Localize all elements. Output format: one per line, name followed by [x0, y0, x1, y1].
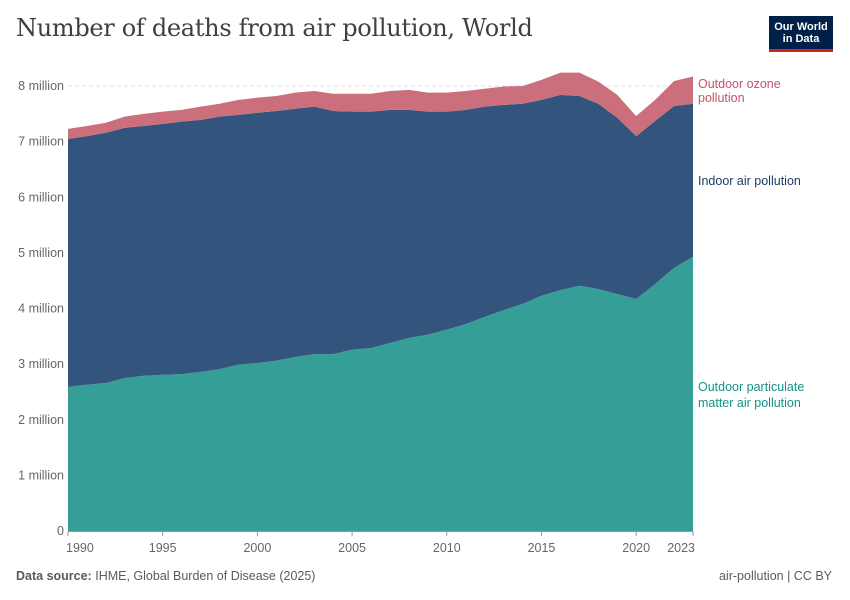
x-tick-label: 2000	[243, 541, 271, 555]
x-tick-label: 1990	[66, 541, 94, 555]
license-text[interactable]: air-pollution | CC BY	[718, 569, 832, 583]
y-tick-label: 7 million	[18, 135, 64, 149]
x-tick-label: 2005	[338, 541, 366, 555]
series-label: pollution	[698, 91, 745, 105]
area-indoor-air-pollution	[68, 94, 693, 387]
series-label: matter air pollution	[698, 396, 801, 410]
y-tick-label: 1 million	[18, 468, 64, 482]
y-tick-label: 0	[57, 524, 64, 538]
area-outdoor-ozone-pollution	[68, 72, 693, 139]
x-tick-label: 2020	[622, 541, 650, 555]
y-tick-label: 2 million	[18, 413, 64, 427]
series-label: Outdoor ozone	[698, 77, 781, 91]
chart-title: Number of deaths from air pollution, Wor…	[16, 14, 533, 42]
logo-line-1: Our World	[774, 21, 828, 33]
y-tick-label: 3 million	[18, 357, 64, 371]
area-outdoor-particulate-matter-air-pollution	[68, 256, 693, 531]
y-tick-label: 8 million	[18, 79, 64, 93]
x-tick-label: 2010	[433, 541, 461, 555]
data-source: Data source: IHME, Global Burden of Dise…	[16, 569, 315, 583]
y-tick-label: 4 million	[18, 302, 64, 316]
x-tick-label: 1995	[149, 541, 177, 555]
source-text[interactable]: IHME, Global Burden of Disease (2025)	[95, 569, 316, 583]
series-label: Outdoor particulate	[698, 380, 804, 394]
y-tick-label: 6 million	[18, 190, 64, 204]
series-label: Indoor air pollution	[698, 174, 801, 188]
owid-logo[interactable]: Our World in Data	[769, 16, 833, 52]
x-tick-label: 2023	[667, 541, 695, 555]
logo-line-2: in Data	[782, 33, 820, 45]
y-tick-label: 5 million	[18, 246, 64, 260]
source-label: Data source:	[16, 569, 92, 583]
x-tick-label: 2015	[528, 541, 556, 555]
